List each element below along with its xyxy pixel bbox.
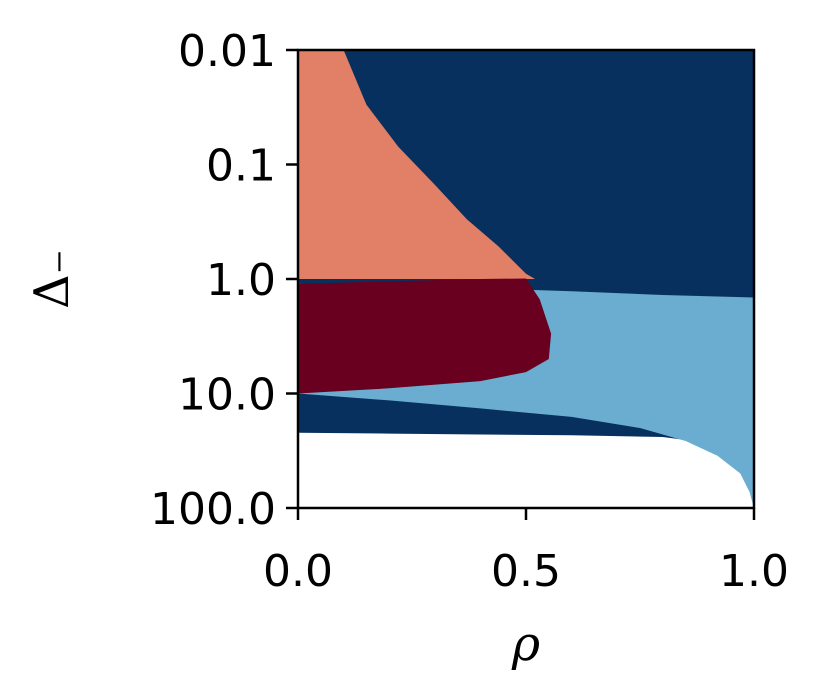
y-tick-label: 1.0 [206, 255, 276, 306]
x-tick-label: 0.5 [491, 546, 561, 597]
y-tick-label: 100.0 [150, 484, 276, 535]
y-tick-label: 0.01 [178, 26, 276, 77]
y-axis-label: Δ₋ [24, 249, 80, 309]
region-salmon [298, 50, 536, 279]
x-axis-label: ρ [511, 616, 540, 672]
y-tick-label: 0.1 [206, 141, 276, 192]
region-dark-red [298, 278, 552, 394]
y-tick-label: 10.0 [178, 370, 276, 421]
x-tick-label: 0.0 [263, 546, 333, 597]
x-tick-label: 1.0 [719, 546, 789, 597]
